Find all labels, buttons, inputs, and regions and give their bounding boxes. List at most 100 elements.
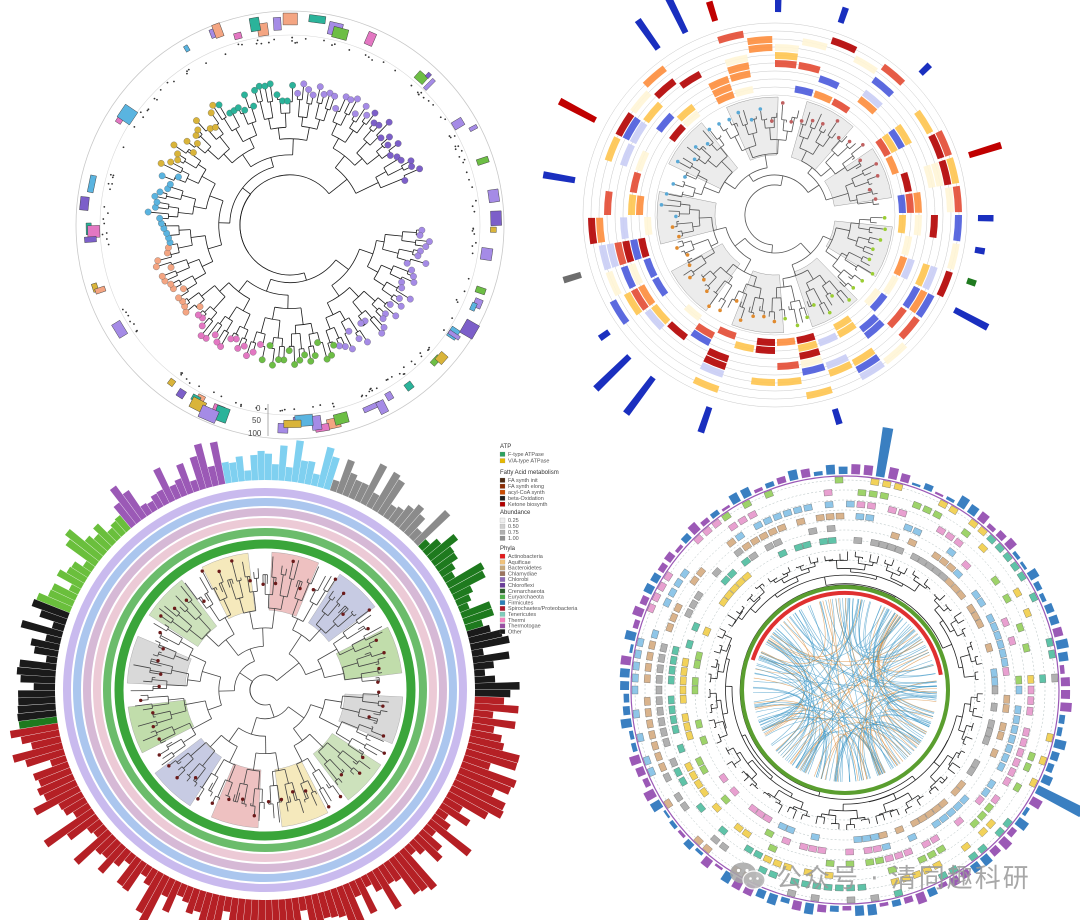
tip-node (249, 348, 257, 356)
bl-branch (159, 608, 174, 620)
box-marker (879, 492, 890, 500)
heat-cell (690, 329, 712, 346)
tr-branch (771, 244, 773, 253)
boxplot (459, 318, 480, 340)
tip-node (410, 273, 417, 280)
link-curve (752, 686, 809, 760)
tl-branch (179, 155, 187, 160)
box-marker (991, 685, 999, 695)
boxplot (413, 70, 429, 85)
tip-node (257, 341, 264, 348)
abundance-bar (442, 571, 456, 583)
br-branch (711, 707, 718, 709)
tr-branch (700, 147, 712, 158)
tl-branch (221, 116, 227, 121)
heat-cell (885, 155, 899, 175)
bl-branch (171, 620, 188, 633)
abundance-bar (189, 479, 200, 493)
tr-branch (869, 183, 873, 185)
br-branch (957, 632, 964, 637)
tip-node (327, 805, 331, 809)
tip-node (167, 764, 171, 768)
annotation-ring (63, 488, 467, 892)
bl-branch (178, 766, 183, 771)
link-curve (813, 733, 868, 780)
point (181, 372, 184, 374)
tl-branch (372, 127, 378, 132)
br-branch (869, 554, 872, 562)
outer-bar (875, 427, 894, 478)
legend-swatch (499, 523, 506, 529)
tl-branch (369, 124, 373, 129)
bl-branch (362, 701, 379, 704)
tip-node (751, 314, 755, 319)
bl-branch (271, 556, 274, 578)
br-branch (868, 739, 949, 803)
tip-node (234, 345, 242, 352)
bl-branch (207, 704, 222, 711)
abundance-bar (33, 785, 81, 816)
tr-branch (856, 191, 873, 196)
br-branch (741, 734, 746, 737)
tl-branch (389, 273, 402, 280)
point (394, 69, 397, 72)
tl-branch (259, 89, 263, 102)
box-marker (667, 675, 675, 685)
tip-node (341, 612, 345, 616)
tr-branch (777, 139, 779, 154)
legend-swatch (499, 559, 506, 565)
boxplot (475, 155, 490, 166)
box-marker (753, 520, 764, 531)
tl-branch (344, 102, 350, 113)
point (153, 97, 156, 100)
br-branch (754, 586, 757, 589)
tip-node (301, 351, 308, 359)
box-marker (986, 534, 997, 545)
box-marker (733, 547, 744, 558)
tip-node (674, 214, 678, 219)
box-marker (741, 499, 753, 509)
tl-branch (173, 279, 180, 284)
tip-node (416, 165, 423, 173)
boxplot (111, 319, 129, 339)
box-marker (1010, 724, 1019, 735)
point (454, 148, 457, 151)
tl-branch (373, 278, 385, 287)
outer-bar (977, 215, 994, 222)
tl-branch (207, 149, 219, 160)
outer-bar (959, 868, 972, 880)
tl-branch (322, 342, 327, 357)
abundance-bar (310, 473, 320, 487)
tip-node (157, 737, 161, 741)
boxplot (331, 26, 350, 41)
tip-node (333, 577, 338, 581)
box-marker (938, 571, 949, 582)
tr-branch (801, 150, 807, 162)
tr-branch (692, 262, 707, 273)
heat-cell (794, 85, 814, 97)
br-branch (912, 570, 916, 575)
bl-branch (310, 704, 324, 710)
box-marker (648, 730, 657, 740)
tl-branch (202, 320, 214, 334)
tip-node (354, 95, 361, 103)
bl-branch (286, 802, 289, 812)
abundance-bar (399, 847, 438, 891)
tip-node (357, 319, 365, 327)
box-marker (893, 889, 904, 898)
tr-branch (744, 184, 781, 246)
abundance-bar (84, 535, 108, 557)
tip-node (769, 119, 774, 123)
abundance-bar (156, 489, 170, 506)
tr-branch (715, 280, 726, 294)
tip-node (685, 253, 690, 257)
br-branch (736, 751, 741, 755)
link-curve (760, 651, 934, 717)
box-marker (1002, 551, 1013, 563)
tr-branch (719, 135, 722, 137)
bl-branch (293, 728, 303, 741)
box-marker (990, 575, 1001, 586)
abundance-bar (12, 742, 64, 763)
box-marker (1007, 734, 1017, 744)
